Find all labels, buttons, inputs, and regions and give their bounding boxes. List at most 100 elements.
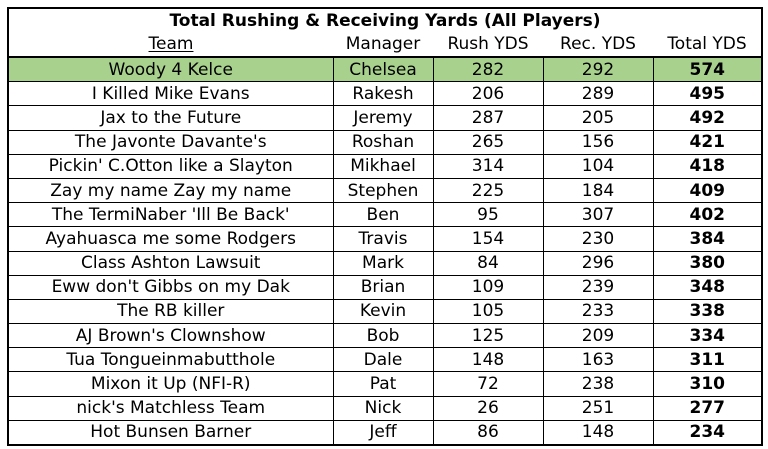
total-yds-cell: 402 <box>652 202 763 228</box>
column-header-team: Team <box>7 32 333 58</box>
total-yds-cell: 277 <box>652 395 763 421</box>
team-cell: Pickin' C.Otton like a Slayton <box>7 153 334 179</box>
rec-yds-cell: 163 <box>542 347 654 373</box>
rush-yds-cell: 206 <box>432 81 544 107</box>
rec-yds-cell: 184 <box>542 177 654 204</box>
rush-yds-cell: 95 <box>432 202 544 228</box>
table-row: Class Ashton Lawsuit Mark 84 296 380 <box>7 250 763 276</box>
rec-yds-cell: 104 <box>542 153 654 179</box>
rec-yds-cell: 230 <box>542 226 654 252</box>
table-row: Tua Tongueinmabutthole Dale 148 163 311 <box>7 347 763 373</box>
rec-yds-cell: 289 <box>542 81 654 107</box>
team-cell: Zay my name Zay my name <box>7 177 334 204</box>
rec-yds-cell: 296 <box>542 250 654 276</box>
manager-cell: Bob <box>332 323 434 349</box>
table-row: Hot Bunsen Barner Jeff 86 148 234 <box>7 419 763 446</box>
column-header-manager: Manager <box>333 32 433 58</box>
manager-cell: Mikhael <box>332 153 434 179</box>
total-yds-cell: 348 <box>652 274 763 300</box>
table-row: The Javonte Davante's Roshan 265 156 421 <box>7 129 763 155</box>
team-cell: AJ Brown's Clownshow <box>7 323 334 349</box>
manager-cell: Brian <box>332 274 434 300</box>
total-yds-cell: 380 <box>652 250 763 276</box>
total-yds-cell: 311 <box>652 347 763 373</box>
rush-yds-cell: 105 <box>432 298 544 325</box>
rec-yds-cell: 251 <box>542 395 654 421</box>
total-yds-cell: 418 <box>652 153 763 179</box>
table-row: Woody 4 Kelce Chelsea 282 292 574 <box>7 56 763 83</box>
yards-table-sheet: Total Rushing & Receiving Yards (All Pla… <box>7 7 763 446</box>
manager-cell: Ben <box>332 202 434 228</box>
rec-yds-cell: 233 <box>542 298 654 325</box>
table-row: Ayahuasca me some Rodgers Travis 154 230 384 <box>7 226 763 252</box>
column-header-team-label: Team <box>148 34 194 54</box>
table-row: Mixon it Up (NFI-R) Pat 72 238 310 <box>7 371 763 397</box>
rush-yds-cell: 86 <box>432 419 544 446</box>
rush-yds-cell: 154 <box>432 226 544 252</box>
column-header-rec: Rec. YDS <box>543 32 653 58</box>
team-cell: Hot Bunsen Barner <box>7 419 334 446</box>
rush-yds-cell: 314 <box>432 153 544 179</box>
rush-yds-cell: 282 <box>432 56 544 83</box>
team-cell: The Javonte Davante's <box>7 129 334 155</box>
table-row: Jax to the Future Jeremy 287 205 492 <box>7 105 763 131</box>
team-cell: Eww don't Gibbs on my Dak <box>7 274 334 300</box>
rec-yds-cell: 148 <box>542 419 654 446</box>
manager-cell: Chelsea <box>332 56 434 83</box>
manager-cell: Mark <box>332 250 434 276</box>
manager-cell: Dale <box>332 347 434 373</box>
column-header-rush: Rush YDS <box>433 32 543 58</box>
table-row: Eww don't Gibbs on my Dak Brian 109 239 348 <box>7 274 763 300</box>
rush-yds-cell: 148 <box>432 347 544 373</box>
manager-cell: Roshan <box>332 129 434 155</box>
rec-yds-cell: 292 <box>542 56 654 83</box>
total-yds-cell: 409 <box>652 177 763 204</box>
rec-yds-cell: 307 <box>542 202 654 228</box>
total-yds-cell: 338 <box>652 298 763 325</box>
total-yds-cell: 574 <box>652 56 763 83</box>
team-cell: I Killed Mike Evans <box>7 81 334 107</box>
team-cell: nick's Matchless Team <box>7 395 334 421</box>
rush-yds-cell: 225 <box>432 177 544 204</box>
manager-cell: Pat <box>332 371 434 397</box>
manager-cell: Travis <box>332 226 434 252</box>
table-row: The RB killer Kevin 105 233 338 <box>7 298 763 325</box>
manager-cell: Jeff <box>332 419 434 446</box>
team-cell: Ayahuasca me some Rodgers <box>7 226 334 252</box>
total-yds-cell: 234 <box>652 419 763 446</box>
table-row: nick's Matchless Team Nick 26 251 277 <box>7 395 763 421</box>
rush-yds-cell: 287 <box>432 105 544 131</box>
team-cell: Jax to the Future <box>7 105 334 131</box>
team-cell: Class Ashton Lawsuit <box>7 250 334 276</box>
table-row: AJ Brown's Clownshow Bob 125 209 334 <box>7 323 763 349</box>
rush-yds-cell: 125 <box>432 323 544 349</box>
team-cell: Mixon it Up (NFI-R) <box>7 371 334 397</box>
table-body: Woody 4 Kelce Chelsea 282 292 574 I Killed Mi… <box>7 56 763 446</box>
rec-yds-cell: 205 <box>542 105 654 131</box>
manager-cell: Rakesh <box>332 81 434 107</box>
rush-yds-cell: 84 <box>432 250 544 276</box>
table-row: Pickin' C.Otton like a Slayton Mikhael 314… <box>7 153 763 179</box>
table-title: Total Rushing & Receiving Yards (All Pla… <box>7 7 763 32</box>
team-cell: Tua Tongueinmabutthole <box>7 347 334 373</box>
manager-cell: Jeremy <box>332 105 434 131</box>
rec-yds-cell: 209 <box>542 323 654 349</box>
total-yds-cell: 310 <box>652 371 763 397</box>
table-row: I Killed Mike Evans Rakesh 206 289 495 <box>7 81 763 107</box>
total-yds-cell: 492 <box>652 105 763 131</box>
rush-yds-cell: 26 <box>432 395 544 421</box>
team-cell: Woody 4 Kelce <box>7 56 334 83</box>
rush-yds-cell: 72 <box>432 371 544 397</box>
manager-cell: Stephen <box>332 177 434 204</box>
rec-yds-cell: 156 <box>542 129 654 155</box>
rush-yds-cell: 109 <box>432 274 544 300</box>
total-yds-cell: 384 <box>652 226 763 252</box>
rec-yds-cell: 238 <box>542 371 654 397</box>
rec-yds-cell: 239 <box>542 274 654 300</box>
total-yds-cell: 334 <box>652 323 763 349</box>
team-cell: The TermiNaber 'Ill Be Back' <box>7 202 334 228</box>
yards-table: Total Rushing & Receiving Yards (All Pla… <box>7 7 763 446</box>
team-cell: The RB killer <box>7 298 334 325</box>
total-yds-cell: 421 <box>652 129 763 155</box>
manager-cell: Kevin <box>332 298 434 325</box>
